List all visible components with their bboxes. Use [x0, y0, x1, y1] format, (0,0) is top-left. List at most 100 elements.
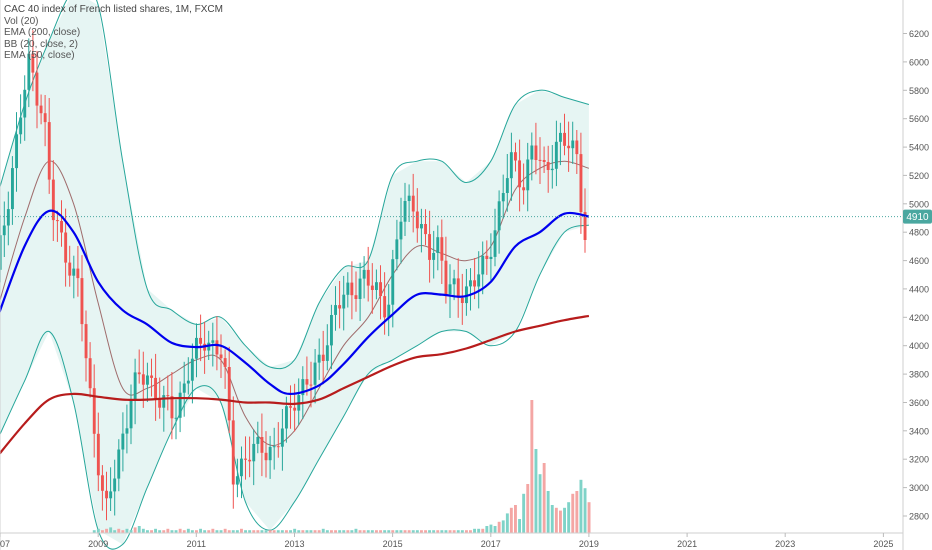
bollinger-lower-line: [0, 224, 590, 550]
volume-bar: [219, 530, 223, 533]
volume-bar: [325, 530, 329, 533]
volume-bar: [260, 530, 264, 533]
volume-bar: [105, 528, 108, 533]
volume-bar: [301, 530, 305, 533]
candle-body: [415, 211, 419, 229]
volume-bar: [383, 530, 387, 533]
candle-body: [305, 379, 309, 385]
volume-bar: [407, 530, 411, 533]
candle-body: [182, 383, 186, 393]
candle-body: [460, 297, 464, 303]
volume-bar: [297, 530, 301, 533]
candle-body: [6, 209, 10, 226]
candle-body: [387, 304, 391, 318]
volume-bar: [428, 530, 431, 533]
volume-bar: [215, 530, 219, 533]
candle-body: [383, 296, 387, 318]
candle-body: [244, 458, 247, 460]
candle-body: [567, 145, 571, 149]
candle-body: [113, 478, 117, 492]
volume-bar: [313, 530, 317, 533]
candle-body: [252, 443, 256, 462]
volume-bar: [158, 530, 162, 533]
candle-body: [174, 417, 178, 419]
moving-averages: [0, 209, 903, 455]
candle-body: [477, 274, 481, 287]
volume-bar: [477, 528, 481, 533]
volume-bar: [146, 530, 149, 533]
candle-body: [2, 225, 6, 236]
candle-body: [321, 354, 325, 361]
volume-bar: [440, 530, 444, 533]
volume-bar: [129, 530, 133, 533]
volume-bar: [509, 507, 513, 533]
candle-body: [223, 358, 227, 367]
candle-body: [452, 278, 456, 285]
last-price-badge: [903, 209, 932, 224]
volume-bar: [338, 530, 342, 533]
candle-body: [117, 449, 121, 479]
volume-bar: [473, 528, 476, 533]
volume-bar: [497, 521, 501, 533]
candle-body: [391, 259, 395, 305]
y-tick-label: 5800: [909, 86, 929, 96]
volume-bar: [137, 526, 141, 533]
volume-bar: [96, 528, 100, 533]
candle-body: [493, 230, 497, 257]
volume-bar: [133, 527, 137, 533]
candle-body: [0, 235, 2, 270]
candle-body: [403, 201, 407, 222]
volume-bar: [362, 530, 366, 533]
candle-body: [276, 446, 280, 448]
candle-body: [334, 305, 337, 315]
candle-body: [141, 374, 145, 385]
volume-bar: [186, 528, 190, 533]
volume-bar: [575, 491, 579, 533]
candle-body: [522, 187, 526, 191]
candle-body: [559, 132, 562, 142]
candle-body: [11, 168, 14, 210]
candle-body: [538, 159, 542, 161]
volume-bar: [199, 528, 202, 533]
legend-ema200: EMA (200, close): [4, 27, 81, 38]
candle-body: [166, 395, 170, 397]
candle-body: [170, 396, 174, 419]
candle-body: [554, 141, 558, 169]
x-tick-label: 2023: [775, 539, 795, 549]
volume-bar: [244, 530, 247, 533]
candle-body: [379, 282, 382, 297]
candle-body: [190, 358, 194, 381]
candle-body: [280, 428, 284, 447]
candle-body: [129, 400, 133, 429]
volume-bar: [542, 463, 546, 533]
volume-bar: [370, 530, 374, 533]
candle-body: [330, 315, 333, 346]
volume-bar: [460, 530, 464, 533]
volume-bar: [424, 530, 427, 533]
volume-bar: [514, 505, 517, 533]
candle-body: [325, 345, 329, 361]
candle-body: [76, 268, 80, 279]
candle-body: [92, 388, 96, 434]
y-tick-label: 4400: [909, 284, 929, 294]
y-tick-label: 6000: [909, 57, 929, 67]
candle-body: [96, 433, 100, 476]
volume-bar: [485, 526, 489, 533]
candle-body: [407, 195, 411, 201]
candle-body: [440, 237, 444, 261]
volume-bar: [268, 530, 272, 533]
last-price-value: 4910: [906, 212, 929, 223]
volume-bar: [366, 530, 370, 533]
y-tick-label: 5600: [909, 114, 929, 124]
y-tick-label: 3000: [909, 483, 929, 493]
volume-bar: [546, 491, 550, 533]
volume-bar: [305, 530, 309, 533]
candle-body: [227, 367, 231, 421]
candle-body: [370, 285, 374, 290]
candle-body: [362, 269, 366, 279]
candle-body: [88, 358, 92, 389]
candle-body: [64, 232, 68, 263]
volume-bar: [489, 524, 493, 533]
